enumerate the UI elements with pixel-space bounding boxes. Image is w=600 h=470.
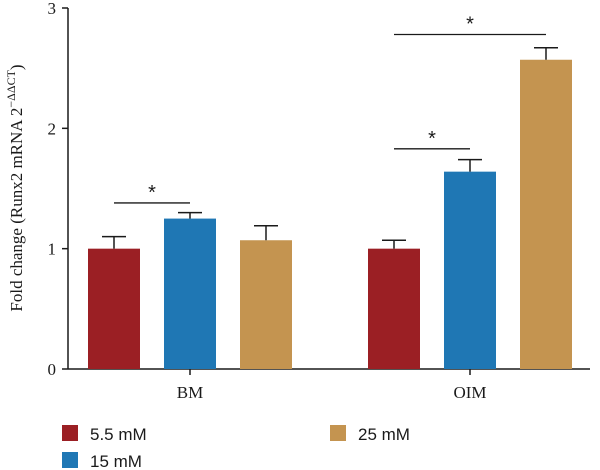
- y-axis-title: Fold change (Runx2 mRNA 2−ΔΔCT): [4, 64, 26, 311]
- bar: [368, 248, 420, 369]
- y-tick-label: 0: [48, 360, 57, 379]
- bar: [164, 218, 216, 369]
- significance-star: *: [466, 13, 474, 35]
- y-tick-label: 2: [48, 119, 57, 138]
- significance-star: *: [428, 128, 436, 150]
- legend-label: 15 mM: [90, 452, 142, 470]
- svg-text:Fold change (Runx2 mRNA 2−ΔΔCT: Fold change (Runx2 mRNA 2−ΔΔCT): [4, 64, 26, 311]
- legend-swatch: [62, 425, 78, 441]
- bar: [520, 59, 572, 369]
- legend-label: 25 mM: [358, 425, 410, 444]
- axes: 0 1 2 3 BM OIM: [48, 0, 590, 402]
- y-axis-title-main: Fold change (Runx2 mRNA 2: [7, 108, 26, 312]
- bar: [240, 240, 292, 369]
- y-axis-title-close: ): [7, 64, 26, 70]
- legend-label: 5.5 mM: [90, 425, 147, 444]
- legend-swatch: [62, 452, 78, 468]
- significance-star: *: [148, 182, 156, 204]
- x-tick-label: BM: [177, 383, 203, 402]
- legend-swatch: [330, 425, 346, 441]
- significance-markers: * * *: [114, 13, 546, 204]
- legend: 5.5 mM 15 mM 25 mM: [62, 425, 410, 470]
- x-tick-label: OIM: [453, 383, 486, 402]
- y-axis-title-superscript: −ΔΔCT: [4, 69, 18, 107]
- bar: [444, 171, 496, 369]
- bars: [88, 46, 572, 369]
- y-tick-label: 3: [48, 0, 57, 18]
- bar: [88, 248, 140, 369]
- y-tick-label: 1: [48, 240, 57, 259]
